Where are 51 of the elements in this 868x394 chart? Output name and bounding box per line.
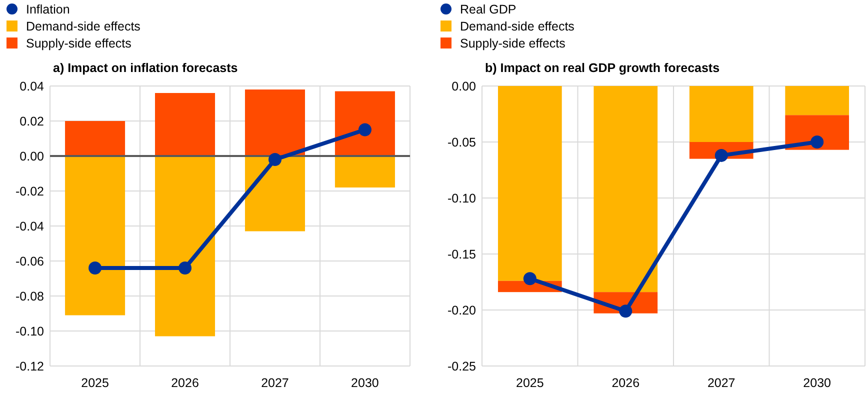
y-tick-label: 0.00 [20,150,44,164]
chart-title: a) Impact on inflation forecasts [53,61,238,75]
point [523,272,536,286]
bar [244,156,305,232]
x-tick-label: 2030 [351,376,379,390]
x-tick-label: 2027 [707,376,736,390]
legend-label: Supply-side effects [460,36,566,50]
bar [334,91,395,156]
y-tick-label: -0.20 [448,304,476,318]
bar [155,93,216,156]
bar [785,86,850,116]
y-tick-label: -0.08 [16,290,44,304]
y-tick-label: 0.02 [20,114,44,128]
bar [65,156,126,316]
point [358,123,372,136]
y-tick-label: -0.12 [16,360,44,374]
x-tick-label: 2025 [81,376,109,390]
y-tick-label: -0.06 [16,254,44,268]
x-tick-label: 2026 [171,376,199,390]
y-tick-label: -0.10 [16,324,44,338]
chart-title: b) Impact on real GDP growth forecasts [485,61,720,75]
legend-label: Inflation [26,2,70,16]
x-tick-label: 2026 [612,376,640,390]
y-tick-label: 0.04 [20,80,44,94]
point [810,136,824,148]
bar [594,86,658,292]
bar [155,156,216,336]
x-tick-label: 2027 [261,376,289,390]
y-tick-label: -0.02 [16,184,44,198]
point [714,148,728,162]
point [619,304,632,318]
y-tick-label: -0.25 [448,360,476,374]
point [88,262,102,274]
y-tick-label: -0.15 [448,248,476,262]
legend-label: Demand-side effects [460,20,574,34]
legend-label: Real GDP [460,2,516,16]
x-tick-label: 2025 [516,376,544,390]
y-tick-label: -0.10 [448,192,476,206]
x-tick-label: 2030 [803,376,832,390]
point [178,262,192,274]
bar [689,86,754,142]
bar [65,121,126,156]
bar [244,90,305,156]
legend-label: Demand-side effects [26,20,140,34]
y-tick-label: -0.05 [448,136,476,150]
legend-label: Supply-side effects [26,36,132,50]
bar [498,86,562,281]
y-tick-label: 0.00 [452,80,476,94]
point [268,153,282,166]
bar [334,156,395,188]
y-tick-label: -0.04 [16,220,44,234]
